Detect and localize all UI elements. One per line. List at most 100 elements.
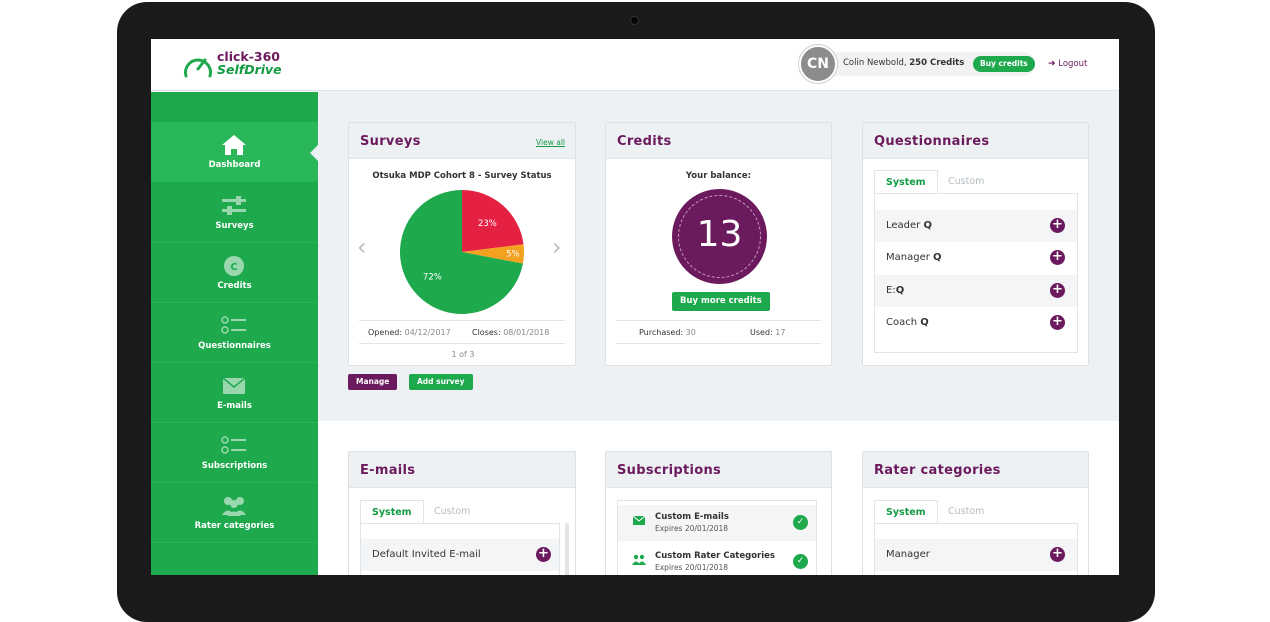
sidebar-item-label: E-mails (217, 401, 252, 411)
item-name: E: (886, 285, 896, 296)
logo-line2: SelfDrive (217, 62, 282, 77)
manage-button[interactable]: Manage (348, 374, 398, 390)
chevron-left-icon[interactable]: ‹ (357, 233, 367, 261)
sidebar-item-questionnaires[interactable]: Questionnaires (151, 303, 318, 363)
balance-badge: 13 (672, 189, 767, 284)
sidebar-item-label: Questionnaires (198, 341, 271, 351)
item-label: Default Invited E-mail (372, 549, 481, 560)
list-item[interactable]: Default Invited E-mail + (361, 539, 559, 571)
rater-categories-card: Rater categories System Custom Manager + (862, 451, 1089, 575)
add-survey-button[interactable]: Add survey (409, 374, 473, 390)
card-header: Surveys View all (349, 123, 575, 159)
item-suffix: Q (920, 317, 929, 328)
card-title: Subscriptions (617, 463, 722, 478)
view-all-link[interactable]: View all (536, 138, 565, 147)
buy-more-credits-button[interactable]: Buy more credits (672, 292, 770, 311)
logo[interactable]: click-360 SelfDrive (182, 50, 322, 82)
coin-icon: C (224, 256, 244, 276)
card-title: E-mails (360, 463, 416, 478)
logout-link[interactable]: ➜ Logout (1048, 59, 1087, 69)
tab-system[interactable]: System (360, 500, 424, 524)
logout-label: Logout (1058, 59, 1088, 69)
subscriptions-card: Subscriptions Custom E-mails Expires 20/… (605, 451, 832, 575)
subscription-expiry: Expires 20/01/2018 (655, 563, 729, 572)
survey-status-pie-chart: 23% 5% 72% (399, 190, 524, 314)
check-icon: ✓ (793, 554, 808, 569)
divider (616, 320, 821, 321)
users-icon (632, 554, 646, 565)
active-pointer (310, 144, 319, 162)
survey-name: Otsuka MDP Cohort 8 - Survey Status (372, 171, 552, 181)
divider (359, 343, 565, 344)
item-name: Coach (886, 317, 918, 328)
list-item[interactable]: Leader Q + (875, 210, 1077, 242)
tab-system[interactable]: System (874, 500, 938, 524)
sidebar-item-rater-categories[interactable]: Rater categories (151, 483, 318, 543)
rater-list: Manager + (874, 523, 1078, 575)
tab-custom[interactable]: Custom (948, 506, 985, 517)
item-name: Manager (886, 252, 930, 263)
pie-slice (399, 190, 523, 314)
add-icon[interactable]: + (1050, 315, 1065, 330)
sidebar-item-label: Rater categories (194, 521, 275, 531)
tab-system[interactable]: System (874, 170, 938, 194)
add-icon[interactable]: + (1050, 283, 1065, 298)
balance-label: Your balance: (685, 171, 752, 181)
item-suffix: Q (933, 252, 942, 263)
subscription-expiry: Expires 20/01/2018 (655, 524, 729, 533)
item-name: Leader (886, 220, 921, 231)
top-header: click-360 SelfDrive CN Colin Newbold, 25… (151, 39, 1119, 91)
avatar[interactable]: CN (799, 45, 837, 83)
add-icon[interactable]: + (536, 547, 551, 562)
closes-date: 08/01/2018 (503, 328, 550, 337)
buy-credits-button[interactable]: Buy credits (973, 56, 1035, 72)
list-item[interactable]: Manager + (875, 539, 1077, 571)
email-tabs: System Custom (360, 500, 560, 524)
list-item[interactable]: Manager Q + (875, 242, 1077, 274)
user-info: Colin Newbold, 250 Credits (843, 58, 964, 68)
pie-data-label: 5% (506, 250, 520, 260)
card-header: Subscriptions (606, 452, 831, 488)
tab-custom[interactable]: Custom (948, 176, 985, 187)
divider (616, 343, 821, 344)
item-suffix: Q (895, 285, 905, 296)
used-label: Used: (750, 328, 773, 337)
webcam (630, 16, 639, 25)
pager: 1 of 3 (451, 350, 475, 359)
rater-tabs: System Custom (874, 500, 1078, 524)
user-panel: CN Colin Newbold, 250 Credits Buy credit… (799, 45, 1037, 83)
used-value: 17 (775, 328, 786, 337)
checklist-icon (221, 436, 246, 454)
divider (359, 320, 565, 321)
sidebar-item-label: Surveys (215, 221, 254, 231)
home-icon (222, 135, 246, 155)
sidebar-item-emails[interactable]: E-mails (151, 363, 318, 423)
app-screen: click-360 SelfDrive CN Colin Newbold, 25… (151, 39, 1119, 575)
sidebar-item-subscriptions[interactable]: Subscriptions (151, 423, 318, 483)
sidebar-item-credits[interactable]: C Credits (151, 243, 318, 303)
list-item[interactable]: Coach Q + (875, 307, 1077, 339)
sidebar-item-dashboard[interactable]: Dashboard (151, 122, 318, 182)
sidebar: Dashboard Surveys C Credits Questionnair… (151, 92, 318, 575)
tab-custom[interactable]: Custom (434, 506, 471, 517)
opened-label: Opened: (368, 328, 403, 337)
used-info: Used: 17 (750, 328, 785, 337)
email-list: Default Invited E-mail + (360, 523, 560, 575)
envelope-icon (633, 516, 645, 525)
add-icon[interactable]: + (1050, 218, 1065, 233)
users-icon (222, 497, 246, 516)
add-icon[interactable]: + (1050, 250, 1065, 265)
opened-date: 04/12/2017 (404, 328, 451, 337)
check-icon: ✓ (793, 515, 808, 530)
balance-value: 13 (696, 214, 743, 255)
questionnaires-card: Questionnaires System Custom Leader Q + … (862, 122, 1089, 366)
chevron-right-icon[interactable]: › (552, 233, 562, 261)
sidebar-item-surveys[interactable]: Surveys (151, 183, 318, 243)
pie-slice (462, 190, 524, 252)
add-icon[interactable]: + (1050, 547, 1065, 562)
logout-icon: ➜ (1048, 59, 1056, 69)
item-label: E:Q (886, 285, 904, 296)
item-label: Leader Q (886, 220, 932, 231)
scrollbar[interactable] (565, 523, 569, 575)
list-item[interactable]: E:Q + (875, 275, 1077, 307)
